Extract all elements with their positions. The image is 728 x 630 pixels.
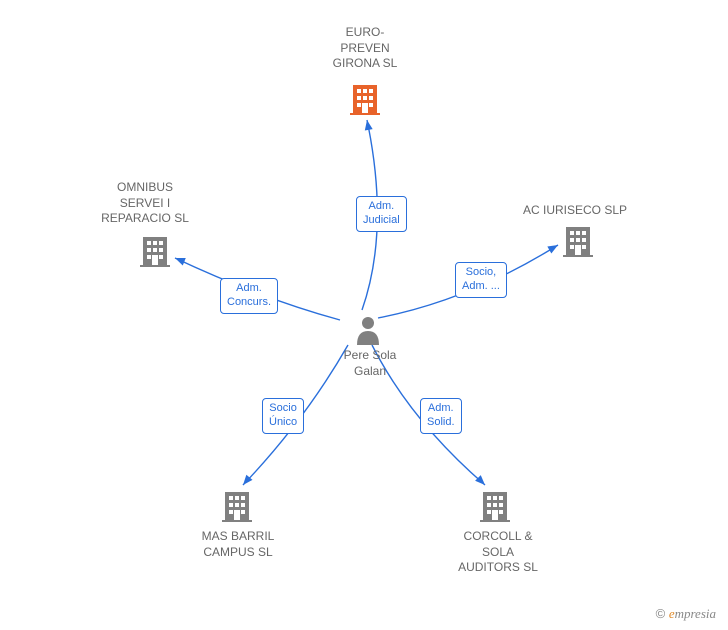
node-label: EURO- PREVEN GIRONA SL: [320, 25, 410, 72]
watermark-brand-rest: mpresia: [675, 606, 716, 621]
building-icon: [350, 83, 380, 115]
edge-arrow: [174, 254, 186, 265]
person-icon: [355, 315, 381, 345]
building-icon: [563, 225, 593, 257]
building-icon: [480, 490, 510, 522]
copyright-symbol: ©: [656, 606, 666, 621]
building-icon: [222, 490, 252, 522]
edge-label: Socio Único: [262, 398, 304, 434]
edge-label: Adm. Concurs.: [220, 278, 278, 314]
center-label: Pere Sola Galan: [330, 348, 410, 379]
node-label: OMNIBUS SERVEI I REPARACIO SL: [90, 180, 200, 227]
watermark: © empresia: [656, 606, 716, 622]
edge-arrow: [240, 475, 253, 488]
edge-label: Adm. Solid.: [420, 398, 462, 434]
node-label: AC IURISECO SLP: [510, 203, 640, 219]
edge-label: Socio, Adm. ...: [455, 262, 507, 298]
edge-arrow: [363, 119, 373, 130]
edge-arrow: [547, 242, 560, 254]
node-label: MAS BARRIL CAMPUS SL: [188, 529, 288, 560]
building-icon: [140, 235, 170, 267]
edge-label: Adm. Judicial: [356, 196, 407, 232]
node-label: CORCOLL & SOLA AUDITORS SL: [448, 529, 548, 576]
edge-arrow: [475, 475, 488, 488]
